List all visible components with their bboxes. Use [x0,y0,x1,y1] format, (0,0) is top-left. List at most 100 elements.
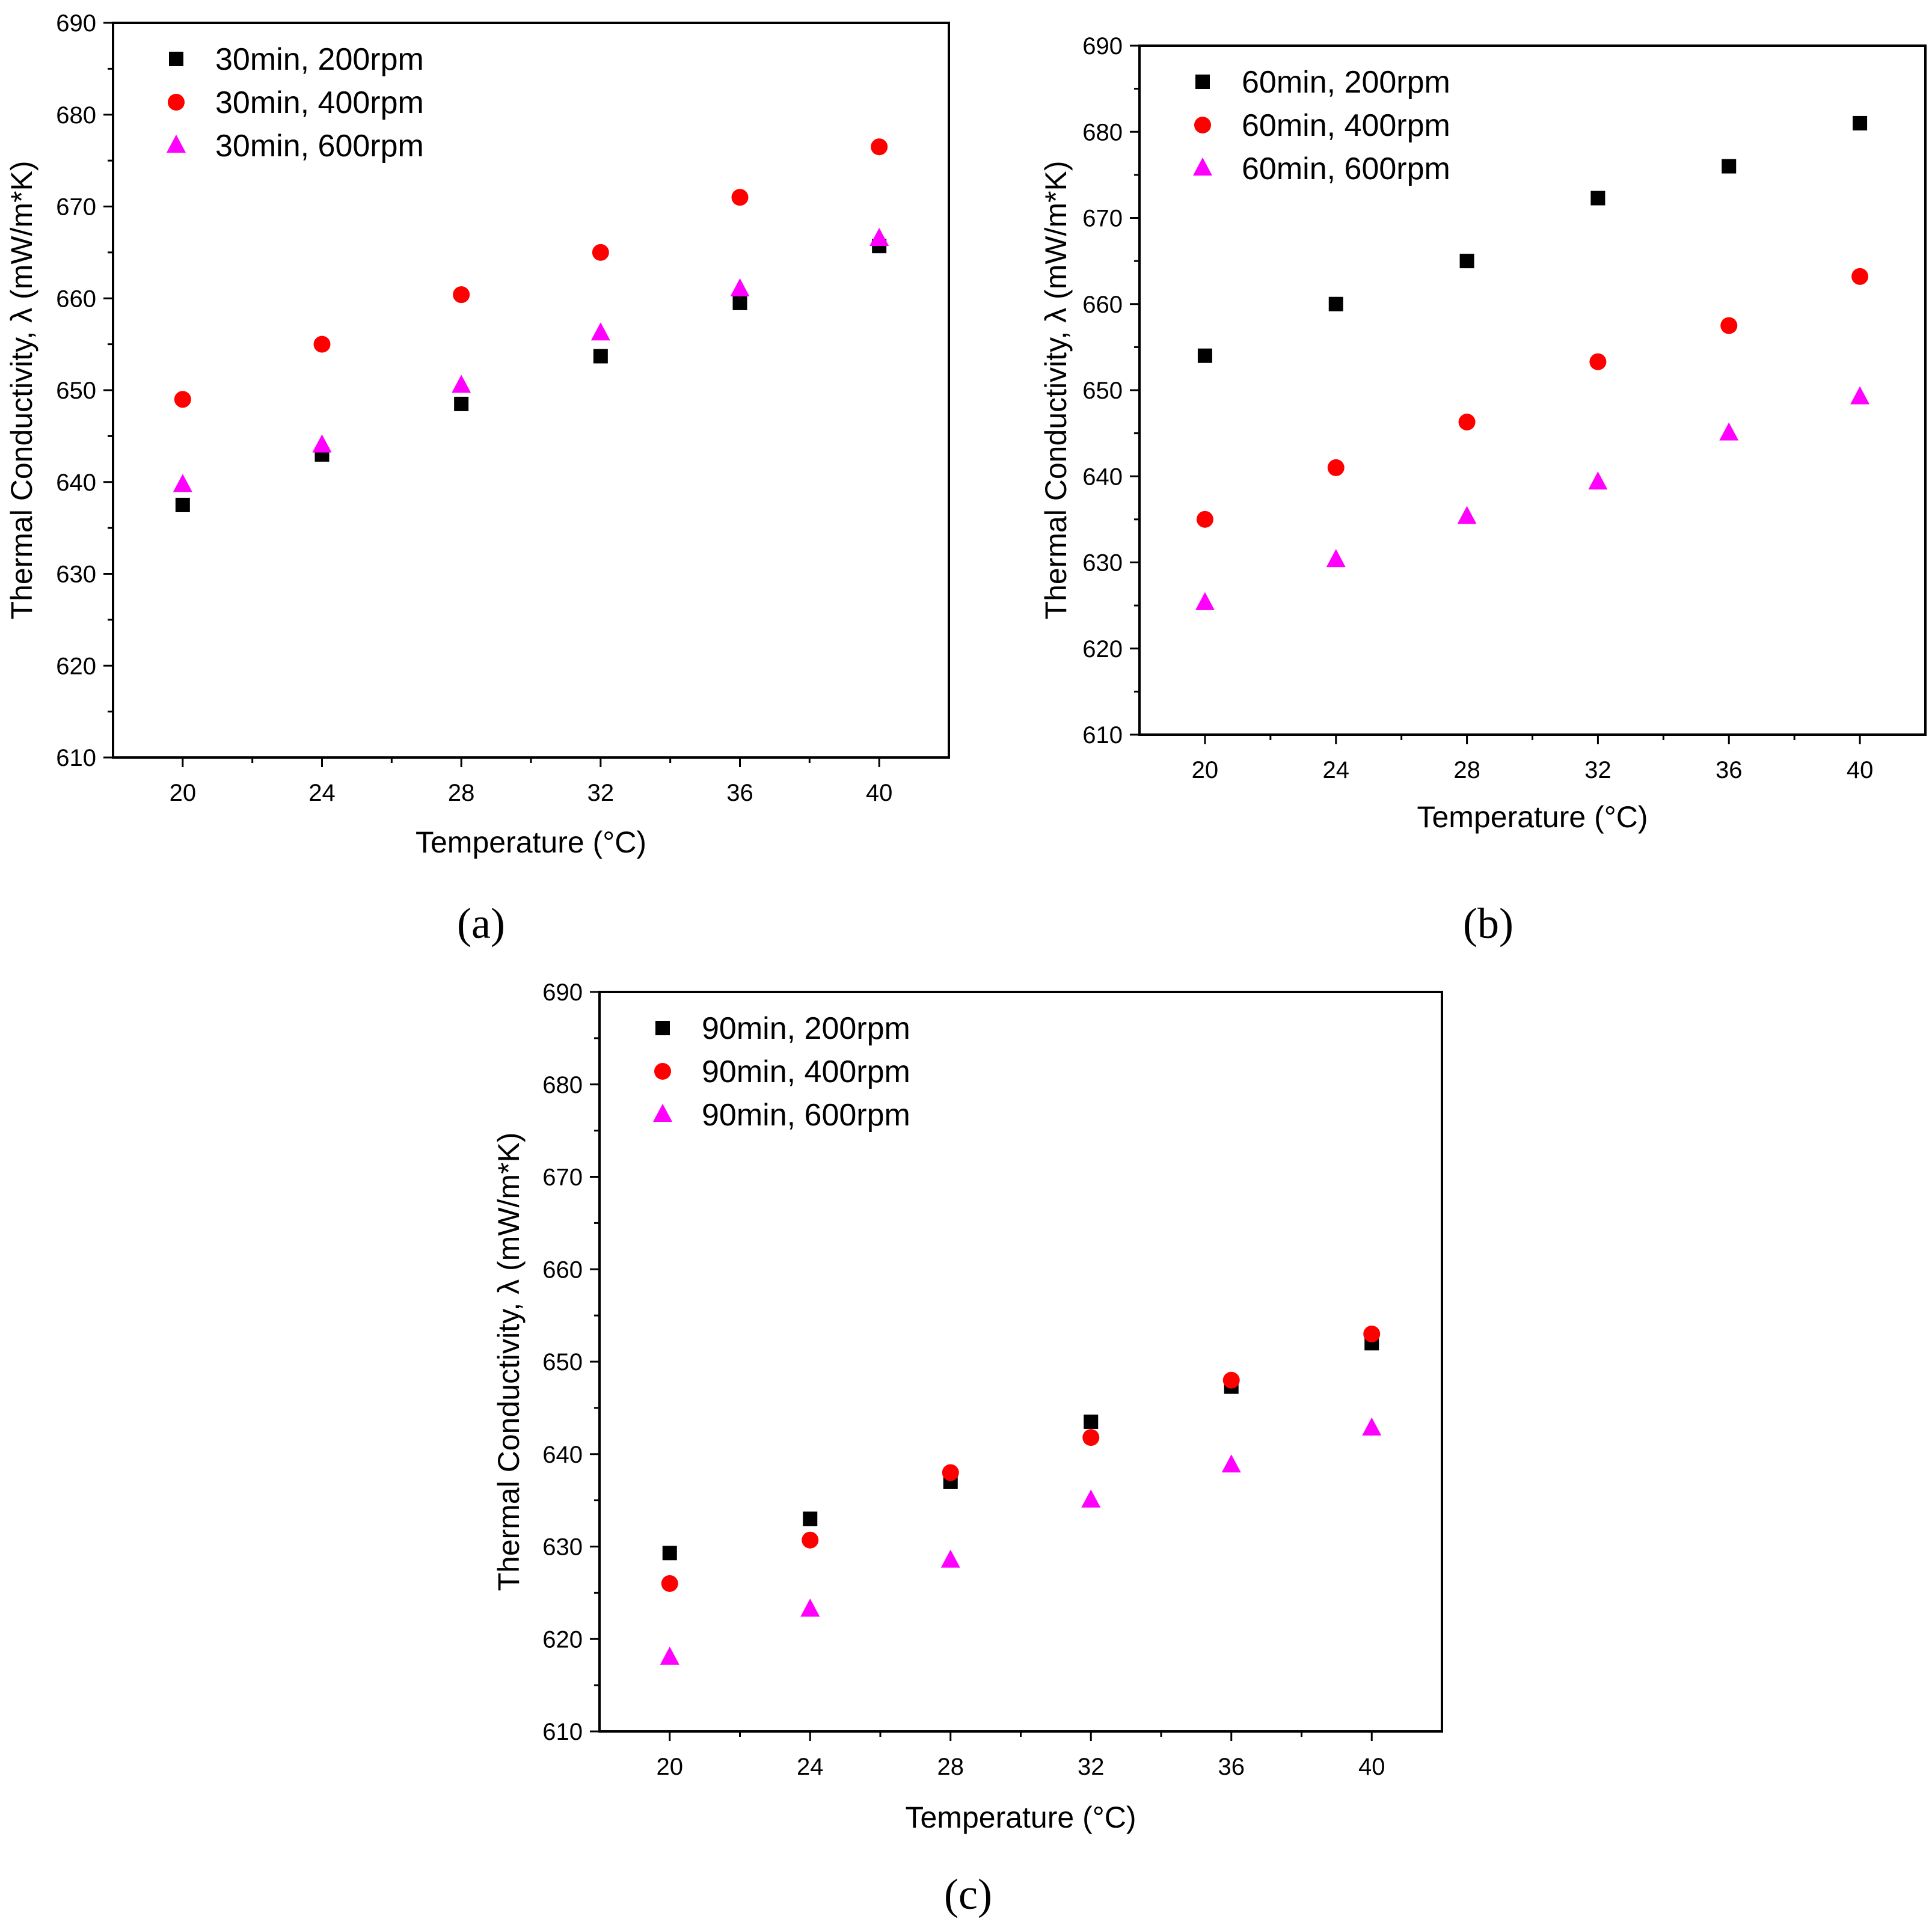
data-point [1589,353,1607,370]
panel-label-a: (a) [457,899,505,947]
data-point [1363,1325,1381,1342]
data-point [592,243,609,261]
legend-marker [655,1021,670,1035]
y-axis-title: Thermal Conductivity, λ (mW/m*K) [1039,161,1073,619]
data-point [1327,459,1345,476]
y-tick-label: 650 [542,1349,583,1376]
data-point [1221,1454,1241,1473]
y-tick-label: 610 [1082,722,1123,748]
data-point [1081,1489,1101,1508]
y-tick-label: 640 [542,1442,583,1468]
data-point [593,349,608,364]
data-point [1853,115,1868,130]
data-point [803,1511,818,1526]
x-tick-label: 32 [1584,757,1612,783]
y-tick-label: 690 [56,10,96,37]
x-tick-label: 32 [1078,1754,1105,1780]
panel-label-c: (c) [944,1870,992,1918]
x-tick-label: 40 [866,780,893,806]
y-tick-label: 680 [56,102,96,129]
y-tick-label: 660 [56,286,96,312]
y-tick-label: 690 [1082,33,1123,60]
data-point [452,375,471,393]
data-point [1851,268,1869,285]
legend-marker [653,1104,672,1122]
data-point [662,1546,677,1561]
data-point [1590,191,1605,206]
data-point [661,1575,678,1592]
legend-label: 60min, 600rpm [1242,151,1450,186]
data-point [1222,1371,1240,1389]
data-point [1588,471,1608,490]
data-point [590,322,610,341]
x-tick-label: 20 [657,1754,684,1780]
x-tick-label: 20 [1192,757,1219,783]
data-point [1457,506,1477,524]
y-tick-label: 610 [542,1719,583,1745]
data-point [173,474,192,492]
x-axis-title: Temperature (°C) [1417,800,1648,834]
data-point [800,1599,820,1617]
data-point [454,396,469,411]
data-point [802,1531,819,1549]
legend-label: 30min, 400rpm [215,85,424,120]
y-tick-label: 670 [56,194,96,221]
data-point [1722,159,1737,174]
x-tick-label: 28 [1453,757,1480,783]
y-tick-label: 610 [56,745,96,771]
legend-marker [168,94,185,111]
data-point [313,335,331,353]
legend-marker [1195,75,1210,89]
data-point [731,189,749,206]
y-tick-label: 640 [1082,464,1123,490]
data-point [174,391,191,408]
legend-label: 90min, 400rpm [702,1054,910,1089]
y-axis-title: Thermal Conductivity, λ (mW/m*K) [5,161,38,619]
y-tick-label: 660 [542,1256,583,1283]
chart-panel-c: 610 620 630 640 650 660 670 680 690 20 24 28 32 36 40 T… [492,979,1443,1834]
y-axis-title: Thermal Conductivity, λ (mW/m*K) [492,1132,526,1591]
y-tick-label: 640 [56,470,96,496]
legend-label: 30min, 200rpm [215,42,424,77]
data-point [1196,510,1213,528]
data-point [1850,386,1870,405]
data-point [871,138,888,156]
x-tick-label: 24 [308,780,336,806]
data-point [869,227,889,246]
y-tick-label: 650 [56,378,96,404]
data-point [312,434,332,453]
data-point [940,1549,960,1568]
legend-marker [654,1063,671,1080]
x-axis-title: Temperature (°C) [416,825,646,859]
y-tick-label: 620 [1082,636,1123,663]
legend-label: 60min, 400rpm [1242,108,1450,143]
y-tick-label: 630 [1082,550,1123,577]
y-tick-label: 680 [1082,119,1123,145]
x-tick-label: 36 [1218,1754,1245,1780]
data-point [730,278,750,296]
data-point [1084,1414,1099,1429]
x-tick-label: 24 [797,1754,824,1780]
x-tick-label: 28 [937,1754,964,1780]
legend-marker [1194,117,1211,133]
legend-marker [1193,158,1212,176]
y-tick-label: 670 [1082,206,1123,232]
chart-panel-a: 610 620 630 640 650 660 670 680 690 20 24 28 32 36 40 T… [5,10,950,859]
x-tick-label: 36 [1716,757,1743,783]
y-tick-label: 660 [1082,292,1123,318]
data-point [1720,317,1738,334]
data-point [175,497,190,512]
x-tick-label: 40 [1358,1754,1385,1780]
y-tick-label: 670 [542,1165,583,1191]
data-point [1082,1429,1100,1446]
data-point [1197,348,1212,363]
data-point [1719,422,1739,441]
x-tick-label: 40 [1847,757,1874,783]
data-point [942,1464,959,1481]
y-tick-label: 630 [56,562,96,588]
y-tick-label: 650 [1082,378,1123,404]
data-point [1362,1417,1382,1436]
y-tick-label: 620 [542,1626,583,1653]
y-tick-label: 690 [542,979,583,1006]
legend-label: 90min, 200rpm [702,1011,910,1046]
